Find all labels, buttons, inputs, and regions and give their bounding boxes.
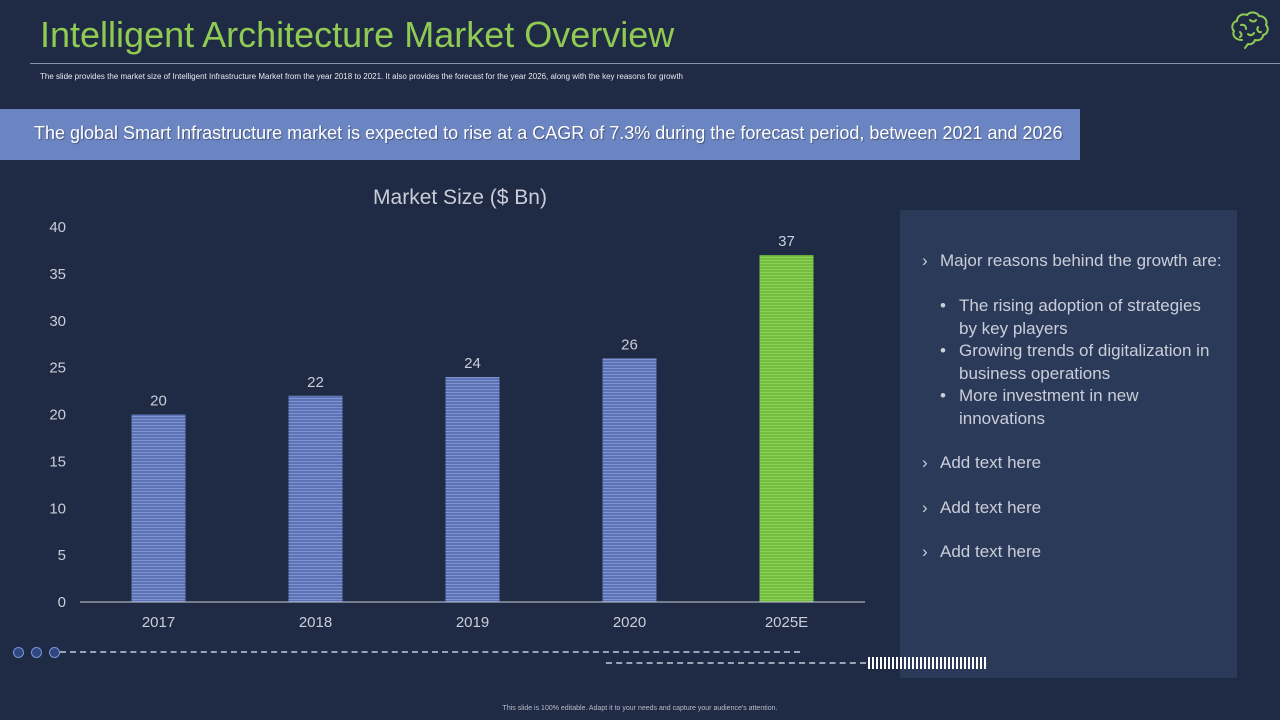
reason-item: › Add text here xyxy=(922,497,1223,520)
y-tick-label: 25 xyxy=(49,360,66,377)
y-tick-label: 0 xyxy=(58,594,66,611)
data-label: 26 xyxy=(621,336,638,353)
title-divider xyxy=(30,63,1280,64)
data-label: 22 xyxy=(307,374,324,391)
chart-title: Market Size ($ Bn) xyxy=(373,186,547,209)
reason-item: › Add text here xyxy=(922,541,1223,564)
sub-reason-text: Growing trends of digitalization in busi… xyxy=(959,341,1210,383)
sub-reason-text: The rising adoption of strategies by key… xyxy=(959,296,1201,338)
bar-2019 xyxy=(445,377,500,602)
bullet-icon: • xyxy=(940,386,946,405)
decorative-hatch-bar xyxy=(868,657,986,669)
bar-2017 xyxy=(131,414,186,602)
cagr-banner: The global Smart Infrastructure market i… xyxy=(0,109,1080,160)
chevron-right-icon: › xyxy=(922,542,928,561)
x-tick-label: 2018 xyxy=(299,614,332,631)
reason-text: Add text here xyxy=(940,498,1042,517)
y-tick-label: 35 xyxy=(49,266,66,283)
y-tick-label: 20 xyxy=(49,407,66,424)
sub-reason-item: • The rising adoption of strategies by k… xyxy=(940,295,1223,340)
sub-reason-item: • Growing trends of digitalization in bu… xyxy=(940,340,1223,385)
chevron-right-icon: › xyxy=(922,251,928,270)
x-tick-label: 2017 xyxy=(142,614,175,631)
y-tick-label: 5 xyxy=(58,547,66,564)
decorative-dashed-line xyxy=(606,662,866,664)
decorative-dashed-line xyxy=(60,651,800,653)
data-label: 24 xyxy=(464,355,481,372)
circle-icon xyxy=(13,647,24,658)
reason-text: Add text here xyxy=(940,542,1042,561)
sub-reason-text: More investment in new innovations xyxy=(959,386,1139,428)
brain-icon xyxy=(1231,11,1269,49)
chevron-right-icon: › xyxy=(922,498,928,517)
footer-note: This slide is 100% editable. Adapt it to… xyxy=(502,705,778,712)
reason-item: › Add text here xyxy=(922,452,1223,475)
data-label: 20 xyxy=(150,393,167,410)
x-tick-label: 2020 xyxy=(613,614,646,631)
data-label: 37 xyxy=(778,233,795,250)
page-subtitle: The slide provides the market size of In… xyxy=(40,72,683,81)
reason-text: Add text here xyxy=(940,453,1042,472)
bar-2025E xyxy=(759,255,814,602)
x-tick-label: 2025E xyxy=(765,614,808,631)
reason-item: › Major reasons behind the growth are: xyxy=(922,250,1223,273)
growth-reasons-panel: › Major reasons behind the growth are: •… xyxy=(900,210,1237,678)
bullet-icon: • xyxy=(940,296,946,315)
circle-icon xyxy=(31,647,42,658)
bar-2020 xyxy=(602,358,657,602)
sub-reason-item: • More investment in new innovations xyxy=(940,385,1223,430)
y-tick-label: 10 xyxy=(49,500,66,517)
bar-2018 xyxy=(288,395,343,602)
page-title: Intelligent Architecture Market Overview xyxy=(40,14,675,55)
circle-icon xyxy=(49,647,60,658)
reason-text: Major reasons behind the growth are: xyxy=(940,251,1222,270)
cagr-banner-text: The global Smart Infrastructure market i… xyxy=(34,123,1063,143)
y-tick-label: 30 xyxy=(49,313,66,330)
chevron-right-icon: › xyxy=(922,453,928,472)
x-tick-label: 2019 xyxy=(456,614,489,631)
y-tick-label: 15 xyxy=(49,453,66,470)
bullet-icon: • xyxy=(940,341,946,360)
y-tick-label: 40 xyxy=(49,219,66,236)
market-size-chart: Market Size ($ Bn) 0 5 10 15 20 25 30 35 40 20 22… xyxy=(49,186,865,631)
